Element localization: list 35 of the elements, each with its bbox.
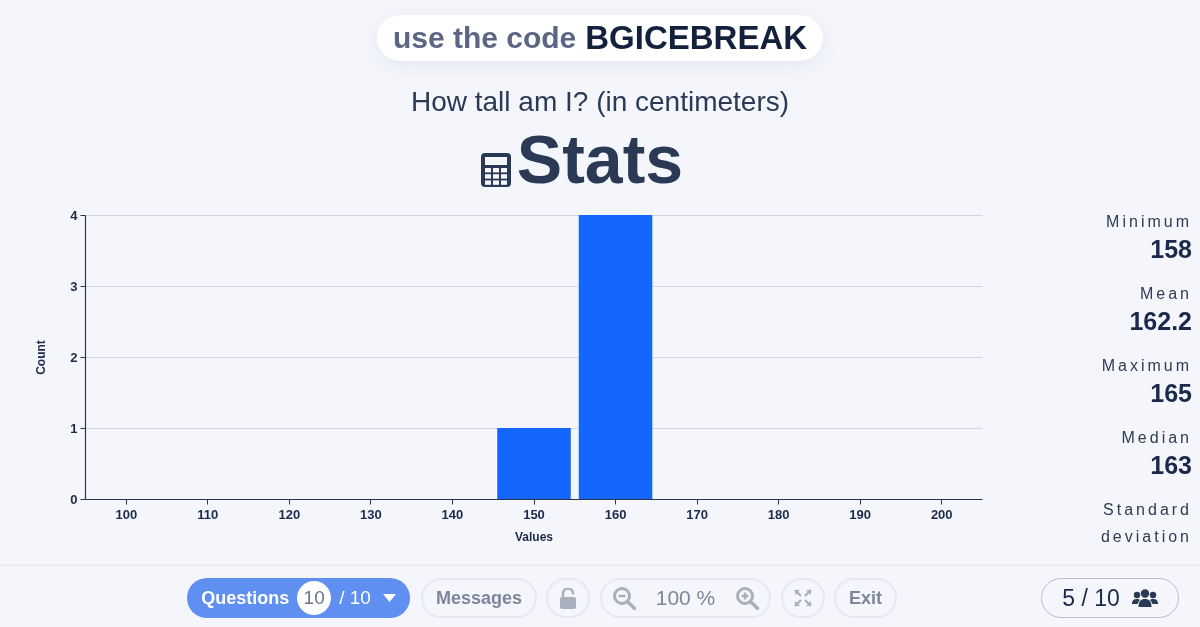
text: 163 <box>1150 451 1192 480</box>
x-tick-label: 170 <box>686 506 708 522</box>
text: Median <box>1120 428 1192 448</box>
x-tick-label: 140 <box>441 506 464 522</box>
text: 162.2 <box>1129 307 1192 336</box>
chart-subtitle: Stats <box>516 121 684 197</box>
text: Mean <box>1138 284 1192 304</box>
y-axis-title: Count <box>34 340 49 375</box>
chart-title: How tall am I? (in centimeters) <box>410 86 790 117</box>
messages-button: Messages <box>421 578 537 618</box>
x-tick-label: 130 <box>360 506 382 522</box>
x-axis-title: Values <box>514 529 554 544</box>
exit-button: Exit <box>834 578 897 618</box>
counter-circle: 10 <box>297 581 332 615</box>
text: Maximum <box>1100 356 1192 376</box>
y-tick-label: 4 <box>70 207 79 223</box>
y-tick-label: 1 <box>70 420 78 436</box>
x-tick-label: 150 <box>523 506 545 522</box>
text: 158 <box>1150 235 1192 264</box>
y-tick-label: 2 <box>70 349 78 365</box>
x-tick-label: 120 <box>278 506 301 522</box>
text: 165 <box>1150 379 1192 408</box>
zoom-control: 100 % <box>600 578 771 618</box>
x-tick-label: 160 <box>604 506 627 522</box>
x-tick-label: 180 <box>767 506 790 522</box>
text: Minimum <box>1105 212 1192 232</box>
text: Standard deviation <box>1099 500 1192 547</box>
x-tick-label: 200 <box>930 506 953 522</box>
x-tick-label: 190 <box>849 506 872 522</box>
x-tick-label: 110 <box>197 506 219 522</box>
questions-button: Questions 10 / 10 <box>187 578 410 618</box>
code-banner: use the code BGICEBREAK <box>376 15 824 61</box>
y-tick-label: 3 <box>70 278 78 294</box>
x-tick-label: 100 <box>115 506 138 522</box>
y-tick-label: 0 <box>70 491 78 507</box>
